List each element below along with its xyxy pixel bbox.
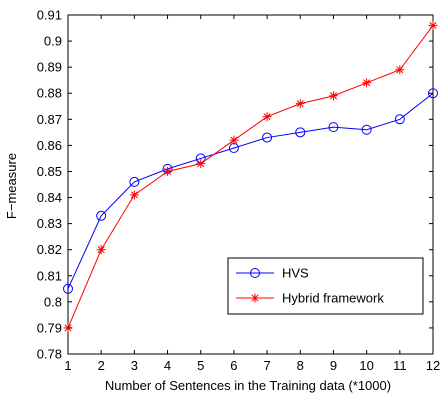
star-stroke [329, 92, 338, 100]
star-stroke [429, 21, 437, 29]
series-line-hybrid-framework [67, 25, 434, 329]
y-tick-label: 0.83 [37, 216, 62, 231]
data-point-hvs [361, 124, 372, 135]
data-point-hvs [129, 176, 140, 187]
data-point-hybrid-framework [295, 99, 305, 109]
y-tick-label: 0.87 [37, 112, 62, 127]
x-tick-label: 5 [197, 358, 204, 373]
x-tick-label: 9 [330, 358, 337, 373]
star-stroke [197, 160, 205, 168]
star-stroke [130, 191, 138, 199]
y-tick-label: 0.86 [37, 138, 62, 153]
data-point-hybrid-framework [196, 159, 206, 169]
data-point-hybrid-framework [129, 190, 139, 200]
data-point-hvs [63, 283, 73, 294]
star-stroke [263, 113, 271, 121]
data-point-hybrid-framework [163, 166, 173, 176]
y-tick-label: 0.85 [37, 164, 62, 179]
y-tick-label: 0.89 [37, 60, 62, 75]
x-tick-label: 8 [297, 358, 304, 373]
y-tick-label: 0.9 [44, 34, 62, 49]
data-point-hybrid-framework [229, 135, 239, 145]
y-tick-label: 0.79 [37, 320, 62, 335]
legend-item-hybrid-framework: Hybrid framework [236, 291, 384, 306]
x-tick-label: 2 [98, 358, 105, 373]
y-tick-label: 0.84 [37, 190, 62, 205]
data-point-hvs [428, 88, 438, 99]
star-stroke [251, 294, 259, 302]
y-axis-label: F−measure [4, 153, 19, 219]
y-tick-label: 0.78 [37, 347, 62, 362]
data-point-hvs [295, 127, 306, 138]
y-tick-label: 0.81 [37, 268, 62, 283]
legend: HVS Hybrid framework [227, 257, 424, 315]
data-point-hybrid-framework [395, 65, 405, 75]
data-point-hvs [328, 122, 339, 133]
data-point-hybrid-framework [328, 91, 338, 101]
y-tick-label: 0.91 [37, 8, 62, 23]
star-stroke [363, 79, 371, 87]
series-line-hvs [67, 92, 434, 290]
data-point-hvs [262, 132, 273, 143]
legend-label: HVS [282, 266, 309, 281]
star-stroke [230, 136, 238, 144]
x-tick-label: 3 [131, 358, 138, 373]
y-tick-label: 0.82 [37, 242, 62, 257]
y-tick-label: 0.8 [44, 294, 62, 309]
star-stroke [296, 100, 304, 108]
x-axis-label: Number of Sentences in the Training data… [105, 378, 391, 393]
y-tick-label: 0.88 [37, 86, 62, 101]
data-point-hybrid-framework [428, 20, 438, 30]
star-stroke [97, 246, 105, 254]
data-point-hybrid-framework [362, 78, 372, 88]
legend-item-hvs: HVS [236, 266, 309, 281]
x-tick-label: 11 [393, 358, 407, 373]
data-point-hybrid-framework [96, 245, 106, 255]
x-tick-label: 12 [426, 358, 440, 373]
x-tick-label: 10 [359, 358, 373, 373]
ticks-layer: 0.78 0.79 0.8 0.81 0.82 0.83 0.84 0.85 0.86 0.87 0… [37, 8, 441, 374]
legend-marker-star-icon [250, 293, 260, 303]
x-tick-label: 1 [64, 358, 71, 373]
x-tick-label: 7 [263, 358, 270, 373]
star-stroke [163, 167, 172, 176]
data-point-hvs [394, 114, 405, 125]
x-tick-label: 4 [164, 358, 171, 373]
data-point-hvs [96, 210, 107, 221]
series-layer [63, 20, 438, 333]
data-point-hybrid-framework [262, 112, 272, 122]
legend-marker-circle-icon [250, 268, 260, 278]
legend-box [227, 257, 424, 315]
star-stroke [396, 66, 404, 74]
x-tick-label: 6 [230, 358, 237, 373]
legend-label: Hybrid framework [282, 291, 384, 306]
